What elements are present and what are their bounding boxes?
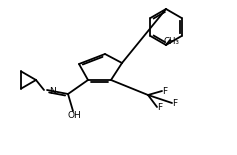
Text: CH₃: CH₃ (164, 36, 180, 46)
Text: N: N (49, 86, 56, 95)
Text: F: F (173, 98, 178, 108)
Text: F: F (162, 86, 168, 95)
Text: OH: OH (67, 111, 81, 120)
Text: F: F (157, 102, 163, 111)
